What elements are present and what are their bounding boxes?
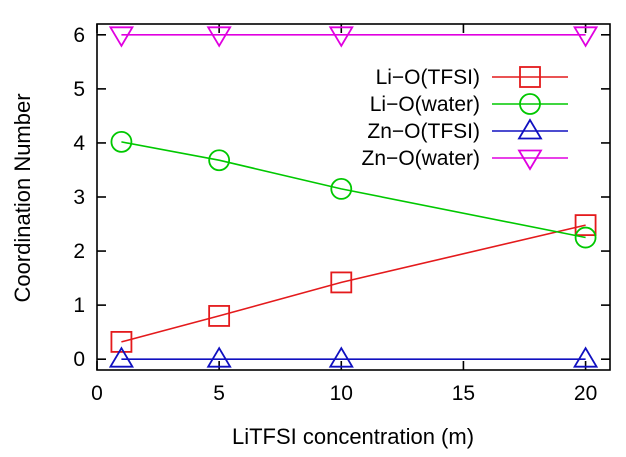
y-axis-title: Coordination Number (10, 93, 35, 302)
series-4 (108, 26, 599, 48)
x-tick-label: 20 (574, 382, 597, 405)
x-tick-label: 0 (91, 382, 103, 405)
y-tick-label: 3 (73, 186, 85, 209)
legend-entry: Li−O(TFSI) (376, 66, 568, 89)
legend-entry: Li−O(water) (370, 93, 568, 116)
data-point (330, 271, 353, 294)
data-point (208, 149, 231, 172)
legend-marker (517, 149, 543, 171)
x-axis-title: LiTFSI concentration (m) (232, 424, 474, 449)
data-point (208, 305, 231, 327)
legend-label: Zn−O(TFSI) (367, 120, 480, 143)
data-point (330, 177, 353, 200)
x-tick-label: 15 (452, 382, 475, 405)
y-tick-label: 6 (73, 24, 85, 47)
data-point (108, 26, 135, 48)
series-2 (110, 130, 597, 249)
y-tick-label: 0 (73, 348, 85, 371)
y-tick-label: 5 (73, 78, 85, 101)
data-point (206, 26, 232, 48)
data-point (572, 26, 599, 48)
legend-entry: Zn−O(water) (362, 147, 568, 171)
data-point (574, 226, 597, 249)
legend-marker (519, 66, 541, 88)
y-tick-label: 1 (73, 294, 85, 317)
x-tick-label: 5 (213, 382, 225, 405)
legend-marker (519, 93, 541, 115)
legend-marker (517, 118, 543, 140)
legend-label: Li−O(TFSI) (376, 66, 480, 89)
series-line (121, 141, 586, 239)
data-point (206, 346, 232, 368)
series-line (121, 224, 586, 343)
legend-label: Zn−O(water) (362, 147, 480, 170)
legend-entry: Zn−O(TFSI) (367, 118, 568, 143)
legend-label: Li−O(water) (370, 93, 480, 116)
x-tick-label: 10 (330, 382, 353, 405)
data-point (110, 330, 133, 353)
data-point (110, 130, 133, 153)
data-point (572, 346, 599, 368)
y-tick-label: 2 (73, 240, 85, 263)
y-tick-label: 4 (73, 132, 85, 155)
data-point (328, 346, 354, 368)
data-point (108, 346, 135, 368)
series-1 (110, 214, 597, 353)
data-point (574, 214, 597, 237)
plot-frame (96, 23, 611, 371)
data-point (328, 26, 354, 48)
series-3 (108, 346, 599, 368)
